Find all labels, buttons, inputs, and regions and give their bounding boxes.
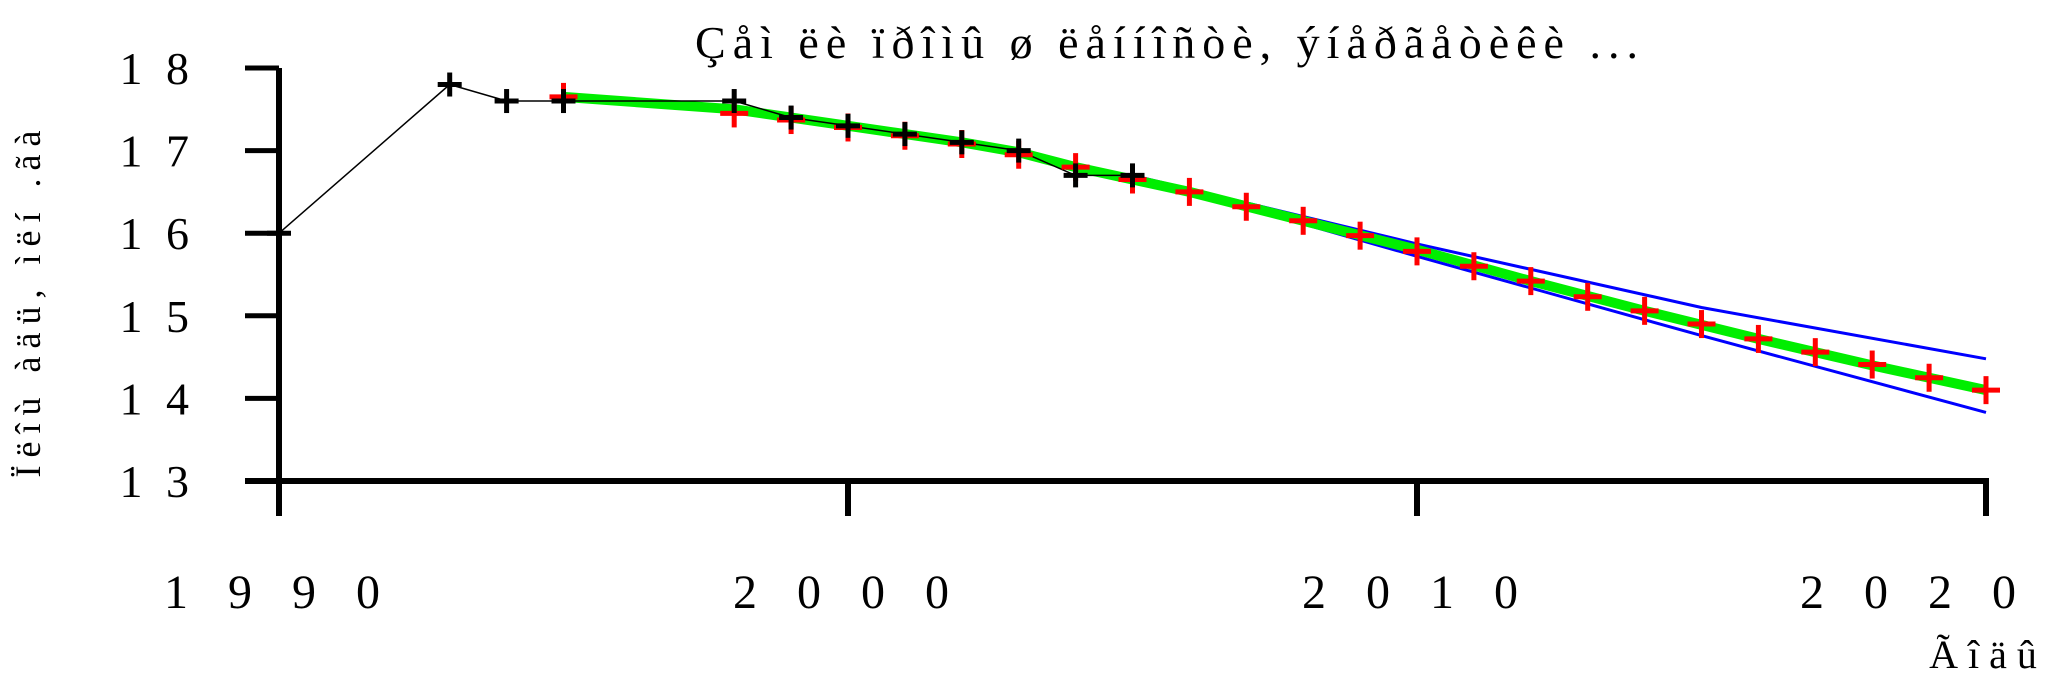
x-tick-label: 2 0 1 0 bbox=[1302, 566, 1532, 619]
y-tick-label: 1 5 bbox=[120, 291, 196, 342]
forecast-point bbox=[1801, 338, 1830, 367]
y-tick-label: 1 7 bbox=[120, 126, 196, 177]
x-tick-label: 1 9 9 0 bbox=[164, 566, 394, 619]
y-axis-label: Ïëîù àäü, ìëí .ãà bbox=[8, 123, 48, 478]
observed-point bbox=[1120, 163, 1145, 188]
observed-point bbox=[892, 122, 917, 147]
observed-point bbox=[779, 105, 804, 130]
observed-point bbox=[1006, 138, 1031, 163]
observed-point bbox=[494, 89, 519, 114]
x-axis-label: Ãîäû bbox=[1929, 632, 2047, 677]
observed-point bbox=[437, 72, 462, 97]
observed-point bbox=[949, 130, 974, 155]
trend-line bbox=[563, 91, 1988, 395]
x-tick-label: 2 0 0 0 bbox=[733, 566, 963, 619]
forecast-point bbox=[1915, 363, 1944, 392]
observed-point bbox=[267, 221, 291, 246]
upper-bound-line bbox=[1132, 173, 1987, 361]
observed-point bbox=[551, 89, 576, 114]
forecast-point bbox=[1346, 221, 1375, 250]
y-tick-label: 1 3 bbox=[120, 456, 196, 507]
forecast-point bbox=[1289, 206, 1318, 235]
y-tick-label: 1 4 bbox=[120, 373, 196, 424]
forecast-point bbox=[1459, 252, 1488, 281]
forecast-point bbox=[1858, 350, 1887, 379]
forecast-point bbox=[1175, 177, 1204, 206]
x-ticks: 1 9 9 0 2 0 0 0 2 0 1 0 2 0 2 0 bbox=[164, 481, 2030, 619]
x-tick-label: 2 0 2 0 bbox=[1800, 566, 2030, 619]
forecast-point bbox=[1744, 324, 1773, 353]
observed-point bbox=[1063, 163, 1088, 188]
y-tick-label: 1 8 bbox=[120, 43, 196, 94]
forecast-point bbox=[1972, 376, 2000, 405]
observed-point bbox=[836, 113, 860, 138]
forecast-point bbox=[1403, 237, 1431, 266]
chart-title: Çåì ëè ïðîìû ø ëåííîñòè, ýíåðãåòèêè ... bbox=[695, 17, 1645, 68]
forecast-point bbox=[1630, 296, 1659, 325]
series-layer bbox=[267, 72, 2000, 414]
forecast-point bbox=[1232, 192, 1261, 221]
axes bbox=[245, 68, 1989, 484]
y-ticks: 1 3 1 4 1 5 1 6 1 7 1 8 bbox=[120, 43, 279, 507]
y-tick-label: 1 6 bbox=[120, 208, 196, 259]
observed-point bbox=[722, 89, 747, 114]
forecast-point bbox=[1687, 310, 1716, 339]
forecast-point bbox=[1573, 282, 1602, 311]
forecast-point bbox=[1516, 267, 1545, 296]
